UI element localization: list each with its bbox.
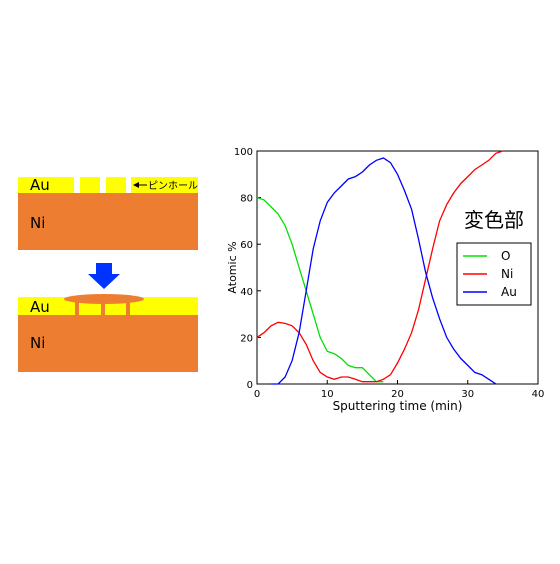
legend-label: Ni bbox=[501, 267, 513, 281]
down-arrow bbox=[88, 263, 120, 289]
au-layer bbox=[80, 177, 100, 193]
x-axis-label: Sputtering time (min) bbox=[333, 399, 463, 413]
legend-label: Au bbox=[501, 285, 517, 299]
x-tick-label: 0 bbox=[254, 389, 260, 400]
au-layer bbox=[106, 177, 126, 193]
x-tick-label: 10 bbox=[321, 389, 334, 400]
x-tick-label: 30 bbox=[461, 389, 474, 400]
ni-layer bbox=[18, 315, 198, 372]
diagram: Au Ni ピンホール Au Ni bbox=[18, 176, 198, 372]
ni-label: Ni bbox=[30, 334, 45, 352]
y-tick-label: 60 bbox=[240, 240, 253, 251]
au-layer bbox=[18, 297, 198, 315]
data-line bbox=[271, 157, 497, 385]
au-layer bbox=[18, 177, 74, 193]
y-tick-label: 20 bbox=[240, 333, 253, 344]
data-line bbox=[256, 196, 384, 383]
pillar bbox=[101, 299, 105, 315]
au-layer bbox=[131, 177, 198, 193]
au-label: Au bbox=[30, 298, 50, 316]
pillar bbox=[75, 299, 79, 315]
y-tick-label: 40 bbox=[240, 287, 253, 298]
x-tick-label: 40 bbox=[532, 389, 545, 400]
au-label: Au bbox=[30, 176, 50, 194]
ni-label: Ni bbox=[30, 214, 45, 232]
legend-label: O bbox=[501, 249, 510, 263]
ni-layer bbox=[18, 193, 198, 250]
arrow-head bbox=[133, 182, 139, 188]
pillar bbox=[126, 299, 130, 315]
data-line bbox=[256, 150, 504, 383]
pinhole-label: ピンホール bbox=[148, 180, 198, 192]
y-axis-label: Atomic % bbox=[226, 241, 239, 293]
chart: 0 20 40 60 80 100 0 10 20 30 40 Sputtering time (mi… bbox=[226, 147, 544, 413]
y-tick-label: 100 bbox=[234, 147, 253, 158]
annotation: 変色部 bbox=[464, 208, 524, 232]
y-tick-label: 0 bbox=[247, 380, 253, 391]
x-tick-label: 20 bbox=[391, 389, 404, 400]
y-tick-label: 80 bbox=[240, 194, 253, 205]
